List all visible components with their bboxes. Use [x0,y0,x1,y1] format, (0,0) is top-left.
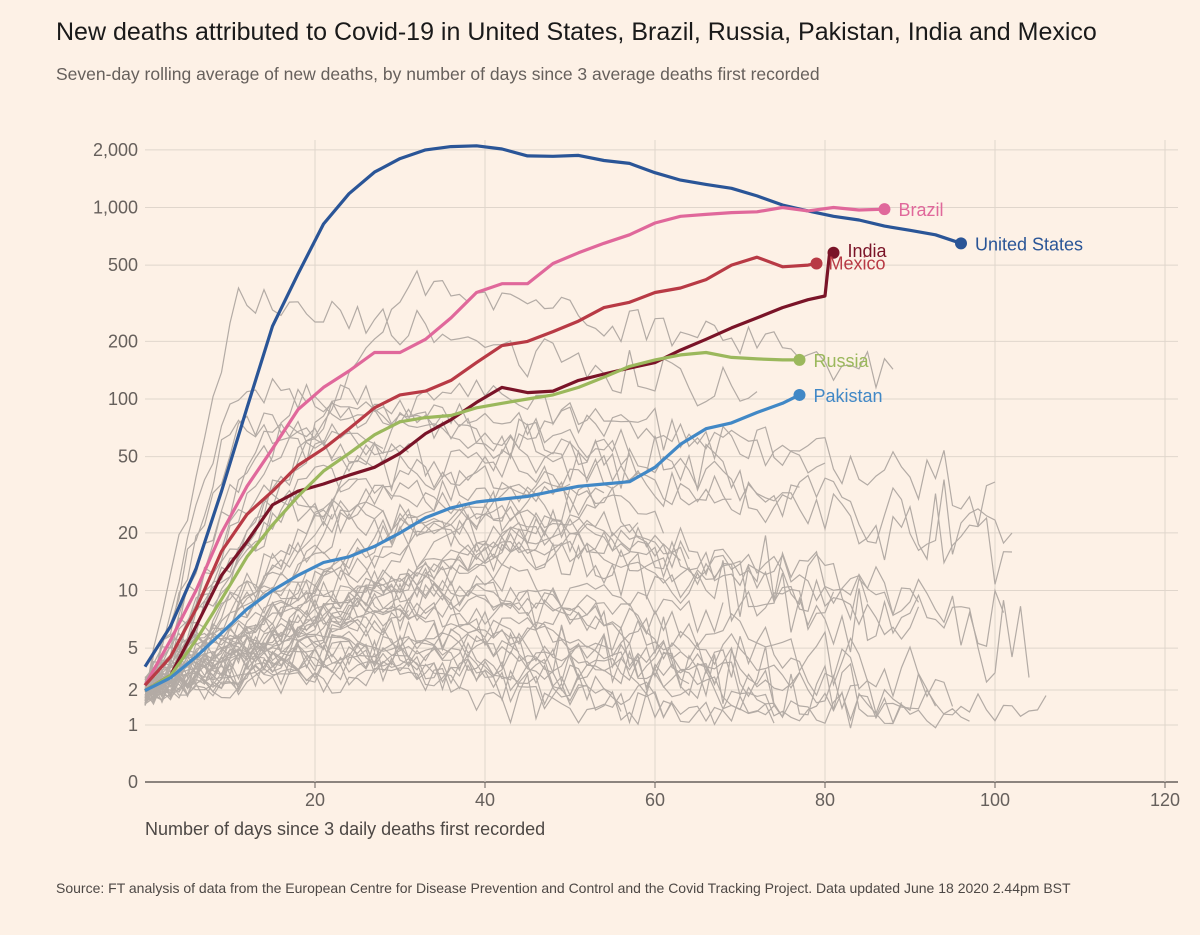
y-tick-label: 200 [108,331,138,351]
background-line [144,514,681,696]
y-tick-label: 2,000 [93,140,138,160]
y-tick-label: 0 [128,772,138,792]
x-tick-label: 100 [980,790,1010,810]
x-tick-label: 120 [1150,790,1180,810]
background-country-lines [144,269,1047,729]
series-label-0: United States [975,234,1083,254]
chart-subtitle: Seven-day rolling average of new deaths,… [56,64,820,84]
series-line-3 [143,255,817,687]
grid [145,140,1178,783]
series-end-dot-5 [793,388,806,401]
background-line [144,501,920,704]
series-label-2: India [848,241,888,261]
background-line [144,478,358,692]
background-line [144,489,1030,704]
series-label-1: Brazil [899,200,944,220]
background-line [144,633,520,697]
y-tick-label: 1,000 [93,198,138,218]
y-tick-label: 2 [128,680,138,700]
background-line [144,484,690,685]
x-tick-label: 40 [475,790,495,810]
series-label-4: Russia [814,351,870,371]
background-line [144,493,835,679]
series-end-dot-4 [793,353,806,366]
background-line [144,458,665,692]
background-line [144,633,970,729]
background-line [144,602,801,706]
x-tick-label: 20 [305,790,325,810]
series-line-0 [143,144,962,668]
y-tick-label: 100 [108,389,138,409]
y-tick-label: 20 [118,523,138,543]
source-note: Source: FT analysis of data from the Eur… [56,880,1071,896]
background-line [144,618,358,697]
y-tick-label: 1 [128,715,138,735]
background-line [144,436,639,684]
background-line [144,641,673,719]
axis-ticks: 0 1 2 5 10 20 50 100 200 500 1,000 2,000 20 40 60 80 100… [93,140,1180,810]
background-line [144,457,732,692]
x-axis-label: Number of days since 3 daily deaths firs… [145,819,545,839]
background-line [144,517,920,697]
background-line [144,406,826,695]
y-tick-label: 500 [108,255,138,275]
background-line [144,400,800,678]
background-line [144,269,894,683]
y-tick-label: 10 [118,581,138,601]
background-line [144,286,758,699]
series-line-2 [144,251,835,692]
series-label-3: Mexico [829,254,886,274]
series-end-dot-3 [810,257,823,270]
series-line-4 [144,350,800,692]
background-line [144,384,630,696]
y-tick-label: 50 [118,447,138,467]
background-line [144,635,622,712]
series-end-dot-1 [878,203,891,216]
background-line [144,588,716,701]
y-tick-label: 5 [128,638,138,658]
x-tick-label: 80 [815,790,835,810]
series-end-dot-2 [827,246,840,259]
series-line-1 [143,205,885,687]
background-line [144,377,1013,686]
chart-title: New deaths attributed to Covid-19 in Uni… [56,18,1097,46]
background-line [144,420,605,706]
background-line [144,565,937,716]
background-line [144,634,775,725]
series-line-5 [144,393,801,693]
x-tick-label: 60 [645,790,665,810]
series-end-dot-0 [955,237,967,250]
background-line [144,581,954,707]
series-label-5: Pakistan [814,386,883,406]
background-line [144,464,869,689]
background-line [144,388,1013,681]
highlighted-series-lines [143,144,962,693]
